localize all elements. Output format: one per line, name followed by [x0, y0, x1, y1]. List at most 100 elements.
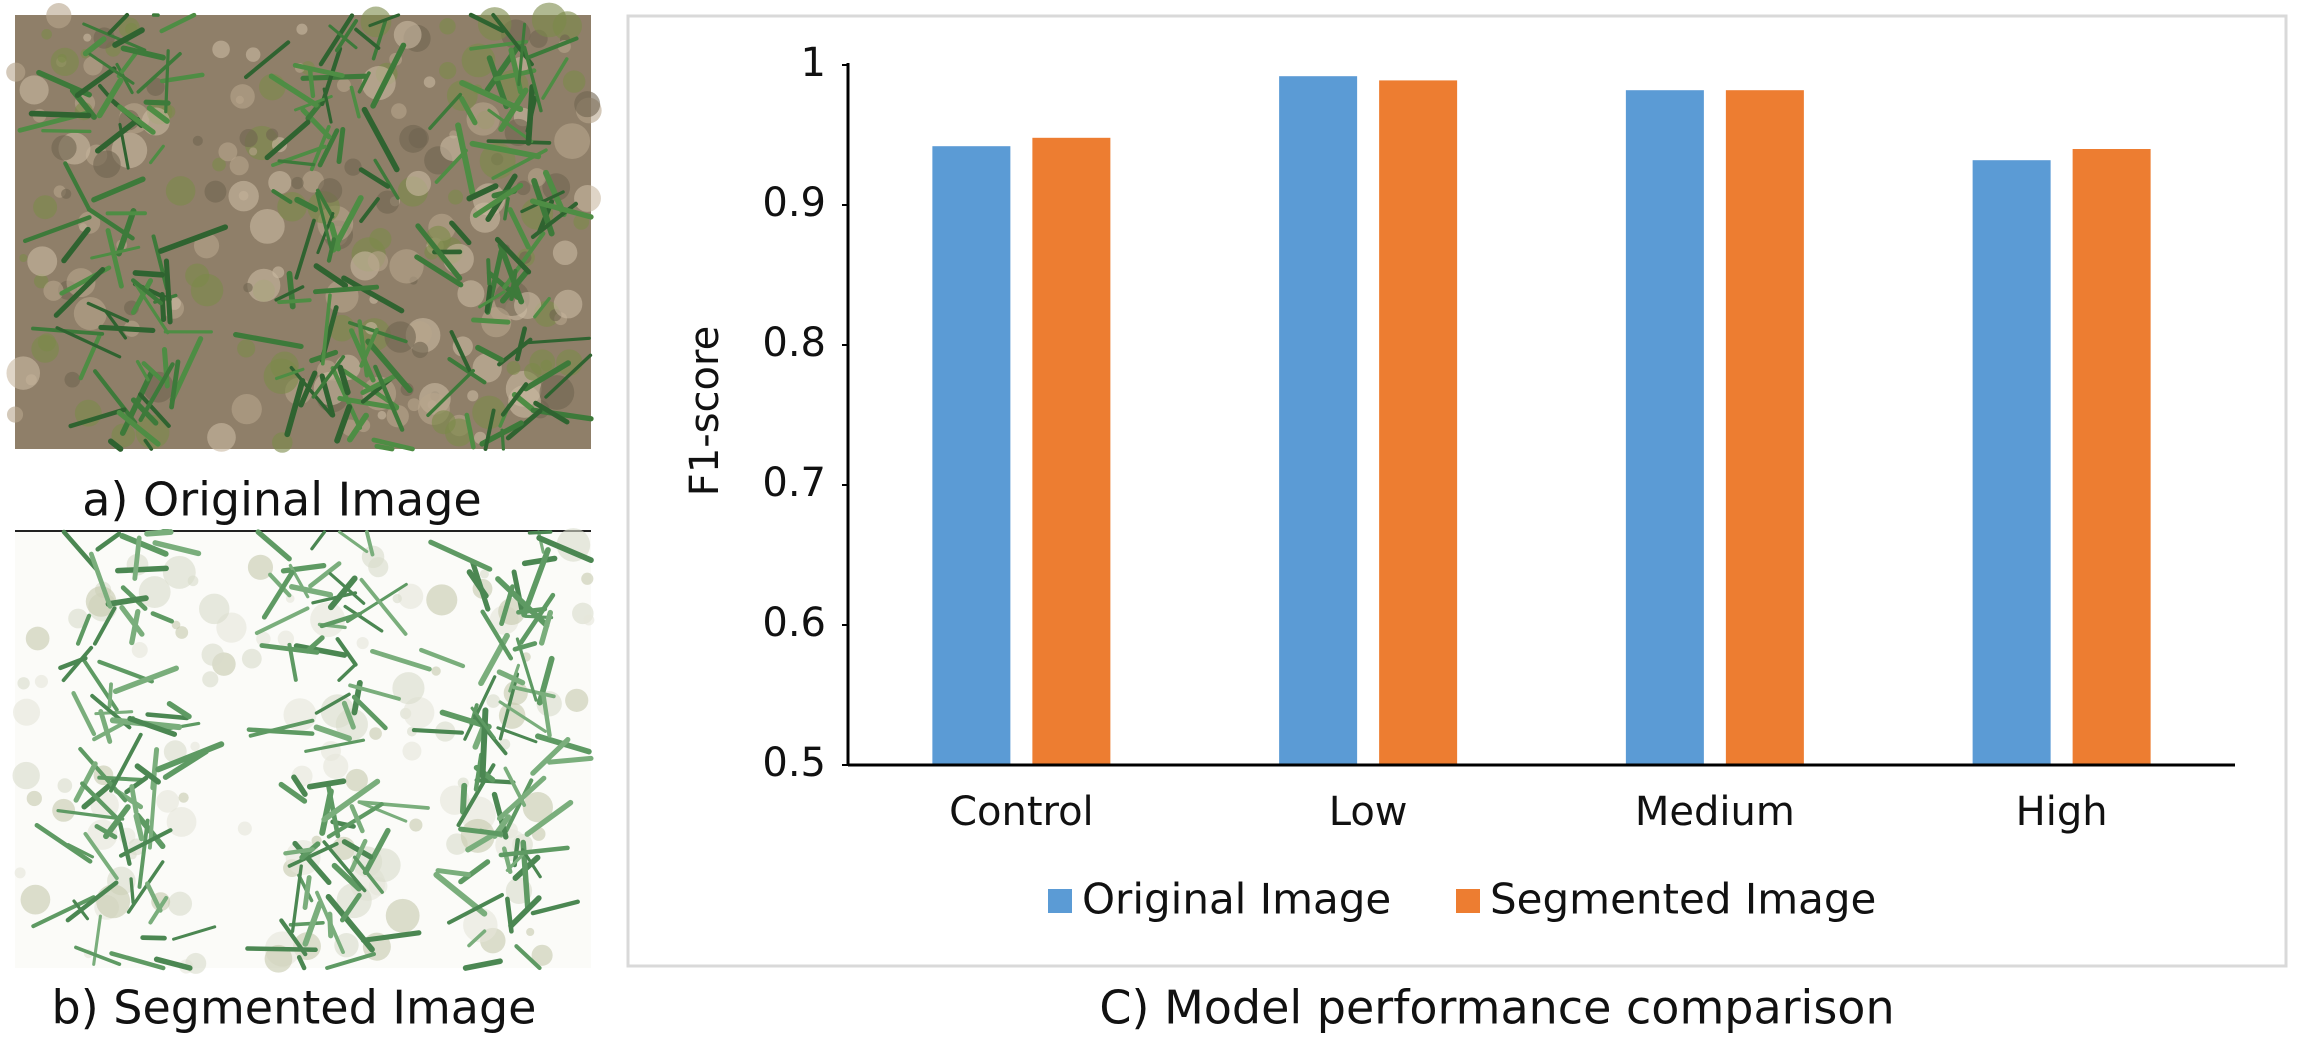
leaf: [339, 892, 362, 923]
leaf: [94, 824, 118, 840]
caption-b: b) Segmented Image: [52, 981, 537, 1035]
texture-blob: [266, 128, 279, 141]
y-tick-label: 0.6: [762, 600, 826, 646]
leaf: [255, 529, 292, 562]
leaf: [132, 270, 165, 278]
leaf: [346, 412, 369, 443]
texture-blob: [230, 84, 255, 109]
texture-blob: [245, 47, 261, 62]
texture-blob: [187, 575, 199, 587]
texture-blob: [583, 614, 595, 626]
leaf: [248, 718, 315, 738]
texture-blob: [20, 884, 51, 915]
texture-blob: [171, 620, 181, 630]
texture-blob: [431, 666, 441, 676]
leaf: [530, 899, 580, 916]
leaf: [134, 763, 161, 785]
leaf: [484, 284, 493, 314]
leaf: [315, 191, 334, 253]
leaf: [428, 92, 463, 131]
texture-blob: [249, 147, 258, 156]
leaf: [357, 800, 430, 810]
leaf: [119, 533, 169, 557]
texture-blob: [477, 7, 512, 41]
texture-blob: [411, 341, 429, 359]
texture-blob: [204, 180, 227, 203]
leaf: [149, 144, 165, 165]
leaf: [129, 877, 135, 905]
texture-blob: [291, 176, 304, 190]
leaf: [75, 613, 92, 646]
texture-blob: [405, 170, 432, 196]
texture-blob: [57, 778, 73, 793]
leaf: [374, 443, 395, 452]
leaf: [129, 784, 139, 815]
leaf: [435, 868, 471, 878]
texture-blob: [178, 792, 189, 803]
leaf: [28, 110, 92, 119]
texture-blob: [12, 698, 41, 726]
leaf: [144, 529, 174, 537]
leaf: [530, 407, 594, 422]
leaf: [508, 895, 542, 929]
leaf: [244, 40, 291, 80]
leaf: [172, 925, 217, 941]
texture-blob: [368, 557, 389, 578]
texture-blob: [461, 43, 496, 78]
leaf: [525, 84, 536, 146]
leaf: [313, 263, 349, 289]
leaf: [447, 356, 487, 385]
texture-blob: [426, 584, 458, 616]
leaf: [107, 438, 124, 452]
leaf: [81, 779, 117, 810]
leaf: [358, 167, 391, 189]
leaf: [546, 755, 594, 765]
leaf: [525, 336, 591, 345]
texture-blob: [344, 158, 362, 176]
leaf: [86, 301, 130, 323]
leaf: [337, 530, 369, 554]
texture-blob: [391, 103, 407, 119]
y-tick-label: 0.5: [762, 740, 826, 786]
leaf: [153, 956, 193, 971]
leaf: [80, 781, 120, 822]
leaf: [311, 591, 358, 605]
leaf: [294, 196, 319, 213]
leaf: [517, 22, 527, 87]
leaf: [147, 781, 157, 850]
legend-swatch: [1456, 889, 1480, 913]
texture-blob: [574, 91, 601, 118]
leaf: [277, 159, 316, 167]
texture-blob: [581, 572, 594, 585]
leaf: [254, 606, 310, 636]
leaf: [126, 860, 165, 914]
y-axis-label: F1-score: [682, 326, 728, 496]
leaf: [496, 669, 526, 686]
leaf: [166, 701, 192, 720]
texture-blob: [565, 688, 589, 712]
leaf: [480, 609, 514, 661]
texture-blob: [19, 75, 49, 105]
leaf: [280, 562, 327, 574]
leaf: [133, 813, 145, 842]
bar: [1379, 80, 1458, 765]
leaf: [136, 51, 182, 94]
leaf: [117, 821, 132, 866]
segmented-image-texture: [12, 528, 595, 974]
texture-blob: [199, 593, 230, 625]
texture-blob: [375, 190, 400, 214]
bar: [1972, 160, 2051, 765]
texture-blob: [423, 76, 436, 88]
leaf: [466, 183, 499, 202]
texture-blob: [457, 280, 485, 308]
texture-blob: [531, 944, 553, 966]
leaf: [284, 378, 306, 438]
leaf: [455, 122, 476, 196]
x-tick-label: Low: [1329, 789, 1408, 835]
texture-blob: [175, 626, 189, 639]
leaf: [370, 42, 407, 109]
x-tick-label: Control: [949, 789, 1094, 835]
texture-blob: [392, 593, 402, 604]
texture-blob: [408, 127, 429, 149]
leaf: [112, 665, 179, 694]
